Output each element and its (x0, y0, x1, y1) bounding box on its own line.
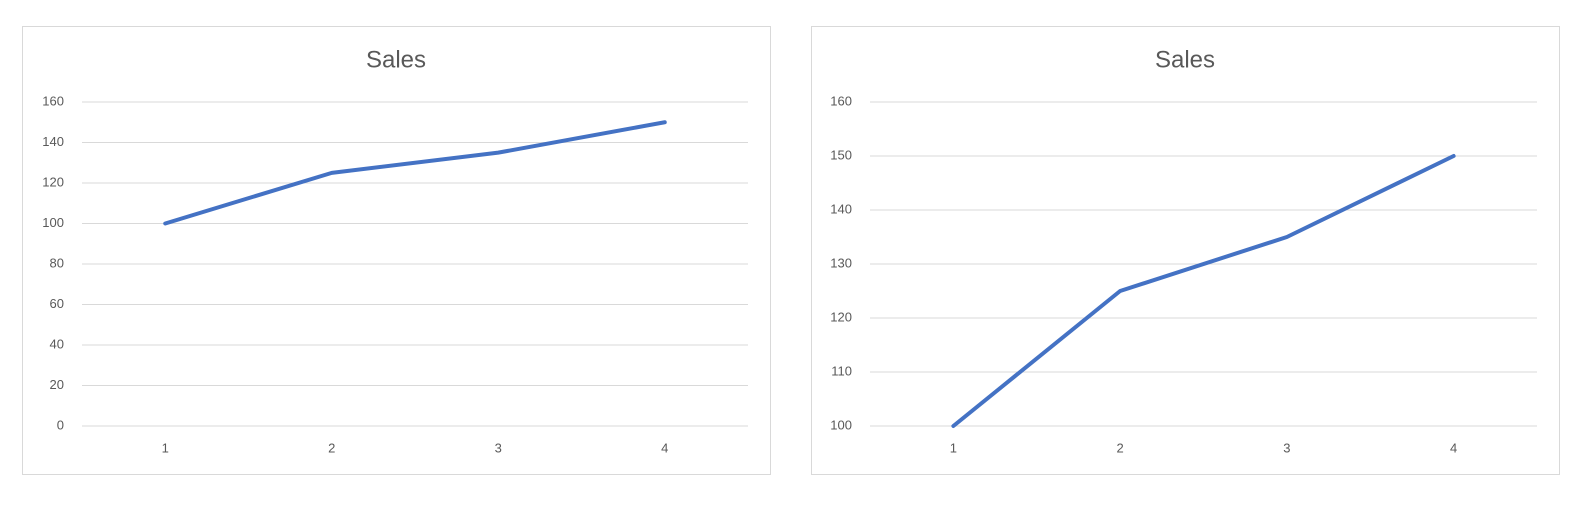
y-tick-label: 100 (42, 215, 64, 230)
x-tick-label: 3 (495, 440, 502, 455)
y-tick-label: 120 (42, 174, 64, 189)
x-tick-label: 2 (328, 440, 335, 455)
y-tick-label: 140 (42, 134, 64, 149)
y-tick-label: 60 (50, 296, 64, 311)
y-tick-label: 120 (830, 309, 852, 324)
series-line (951, 154, 1456, 428)
y-tick-label: 160 (42, 93, 64, 108)
y-tick-label: 110 (831, 363, 852, 378)
chart-frame (22, 26, 771, 475)
series-line (163, 120, 667, 226)
y-tick-label: 100 (830, 417, 852, 432)
chart-frame (811, 26, 1560, 475)
y-tick-label: 130 (830, 255, 852, 270)
y-tick-label: 150 (830, 147, 852, 162)
chart-title: Sales (1155, 46, 1215, 73)
y-tick-label: 20 (50, 377, 64, 392)
y-tick-label: 140 (830, 201, 852, 216)
x-tick-label: 2 (1117, 440, 1124, 455)
x-tick-label: 1 (162, 440, 169, 455)
y-tick-label: 0 (57, 417, 64, 432)
y-tick-label: 40 (50, 336, 64, 351)
chart-title: Sales (366, 46, 426, 73)
x-tick-label: 4 (1450, 440, 1457, 455)
x-tick-label: 3 (1283, 440, 1290, 455)
y-tick-label: 160 (830, 93, 852, 108)
y-tick-label: 80 (50, 255, 64, 270)
x-tick-label: 4 (661, 440, 668, 455)
x-tick-label: 1 (950, 440, 957, 455)
